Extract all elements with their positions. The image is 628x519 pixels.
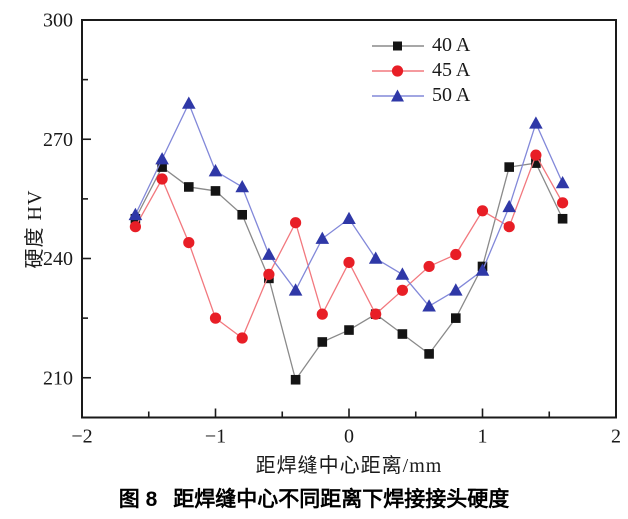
square-marker-icon bbox=[393, 41, 402, 50]
triangle-marker-icon bbox=[155, 152, 169, 165]
y-tick-label: 300 bbox=[43, 10, 73, 32]
circle-marker-icon bbox=[450, 248, 462, 261]
circle-marker-icon bbox=[343, 256, 355, 269]
triangle-marker-icon bbox=[342, 211, 356, 225]
triangle-marker-icon bbox=[182, 96, 196, 109]
series-45-a bbox=[129, 149, 569, 344]
series-line-45-a bbox=[134, 153, 564, 340]
legend-marker-40a-swatch bbox=[372, 41, 424, 50]
square-marker-icon bbox=[344, 325, 354, 335]
legend-marker-50a-swatch bbox=[372, 89, 424, 101]
y-tick-label: 240 bbox=[43, 248, 73, 270]
figure-caption-text: 距焊缝中心不同距离下焊接接头硬度 bbox=[173, 488, 510, 511]
series-50-a bbox=[128, 96, 570, 312]
figure-caption: 图 8 距焊缝中心不同距离下焊接接头硬度 bbox=[0, 483, 628, 513]
legend-item-40a: 40 A bbox=[371, 33, 470, 58]
legend-item-45a: 45 A bbox=[371, 58, 470, 83]
circle-marker-icon bbox=[156, 173, 168, 185]
circle-marker-icon bbox=[396, 284, 408, 296]
square-marker-icon bbox=[451, 313, 461, 323]
x-axis-title: 距焊缝中心距离/mm bbox=[255, 455, 443, 477]
y-axis-title: 硬度 HV bbox=[24, 189, 46, 269]
axis-ticks bbox=[81, 19, 617, 417]
plot-frame bbox=[81, 19, 617, 419]
square-marker-icon bbox=[184, 182, 194, 192]
legend: 40 A 45 A 50 A bbox=[371, 33, 470, 108]
triangle-marker-icon bbox=[128, 207, 143, 221]
square-marker-icon bbox=[317, 337, 328, 347]
circle-marker-icon bbox=[370, 308, 382, 320]
square-marker-icon bbox=[504, 162, 514, 172]
circle-marker-icon bbox=[476, 205, 489, 217]
triangle-marker-icon bbox=[449, 283, 463, 296]
square-marker-icon bbox=[424, 349, 434, 359]
x-tick-label: −2 bbox=[71, 426, 92, 448]
square-marker-icon bbox=[531, 158, 541, 168]
triangle-marker-icon bbox=[555, 175, 570, 189]
triangle-marker-icon bbox=[262, 247, 276, 260]
tick-labels: 210 240 270 300 −2 −1 0 1 2 bbox=[43, 10, 621, 448]
square-marker-icon bbox=[237, 209, 247, 220]
circle-marker-icon bbox=[290, 217, 302, 229]
x-tick-label: 0 bbox=[344, 426, 354, 448]
legend-label-40a: 40 A bbox=[432, 34, 471, 56]
circle-marker-icon bbox=[183, 237, 195, 249]
y-tick-label: 210 bbox=[43, 367, 73, 389]
triangle-marker-icon bbox=[391, 89, 404, 101]
circle-marker-icon bbox=[391, 64, 404, 77]
triangle-marker-icon bbox=[475, 263, 490, 276]
triangle-marker-icon bbox=[235, 179, 249, 193]
legend-label-50a: 50 A bbox=[432, 84, 471, 106]
triangle-marker-icon bbox=[502, 199, 516, 213]
legend-item-50a: 50 A bbox=[371, 83, 470, 108]
triangle-marker-icon bbox=[529, 116, 543, 129]
circle-marker-icon bbox=[530, 149, 542, 161]
circle-marker-icon bbox=[557, 197, 569, 209]
x-tick-label: −1 bbox=[205, 426, 226, 448]
circle-marker-icon bbox=[263, 268, 275, 280]
series-40-a bbox=[130, 158, 568, 385]
circle-marker-icon bbox=[129, 221, 141, 233]
circle-marker-icon bbox=[236, 332, 248, 344]
circle-marker-icon bbox=[423, 260, 435, 273]
y-tick-label: 270 bbox=[43, 129, 73, 151]
triangle-marker-icon bbox=[288, 283, 303, 296]
circle-marker-icon bbox=[209, 312, 222, 324]
square-marker-icon bbox=[557, 213, 568, 224]
triangle-marker-icon bbox=[368, 251, 383, 264]
triangle-marker-icon bbox=[395, 267, 410, 280]
triangle-marker-icon bbox=[315, 231, 330, 244]
legend-label-45a: 45 A bbox=[432, 59, 471, 81]
circle-marker-icon bbox=[503, 221, 515, 233]
figure-caption-number: 图 8 bbox=[118, 488, 158, 511]
legend-marker-45a-swatch bbox=[372, 64, 424, 77]
square-marker-icon bbox=[290, 374, 301, 385]
x-tick-label: 1 bbox=[478, 426, 488, 448]
triangle-marker-icon bbox=[422, 299, 436, 312]
circle-marker-icon bbox=[316, 308, 328, 320]
square-marker-icon bbox=[397, 329, 408, 339]
triangle-marker-icon bbox=[208, 164, 223, 177]
x-tick-label: 2 bbox=[611, 426, 621, 448]
square-marker-icon bbox=[157, 162, 167, 172]
square-marker-icon bbox=[210, 186, 221, 196]
